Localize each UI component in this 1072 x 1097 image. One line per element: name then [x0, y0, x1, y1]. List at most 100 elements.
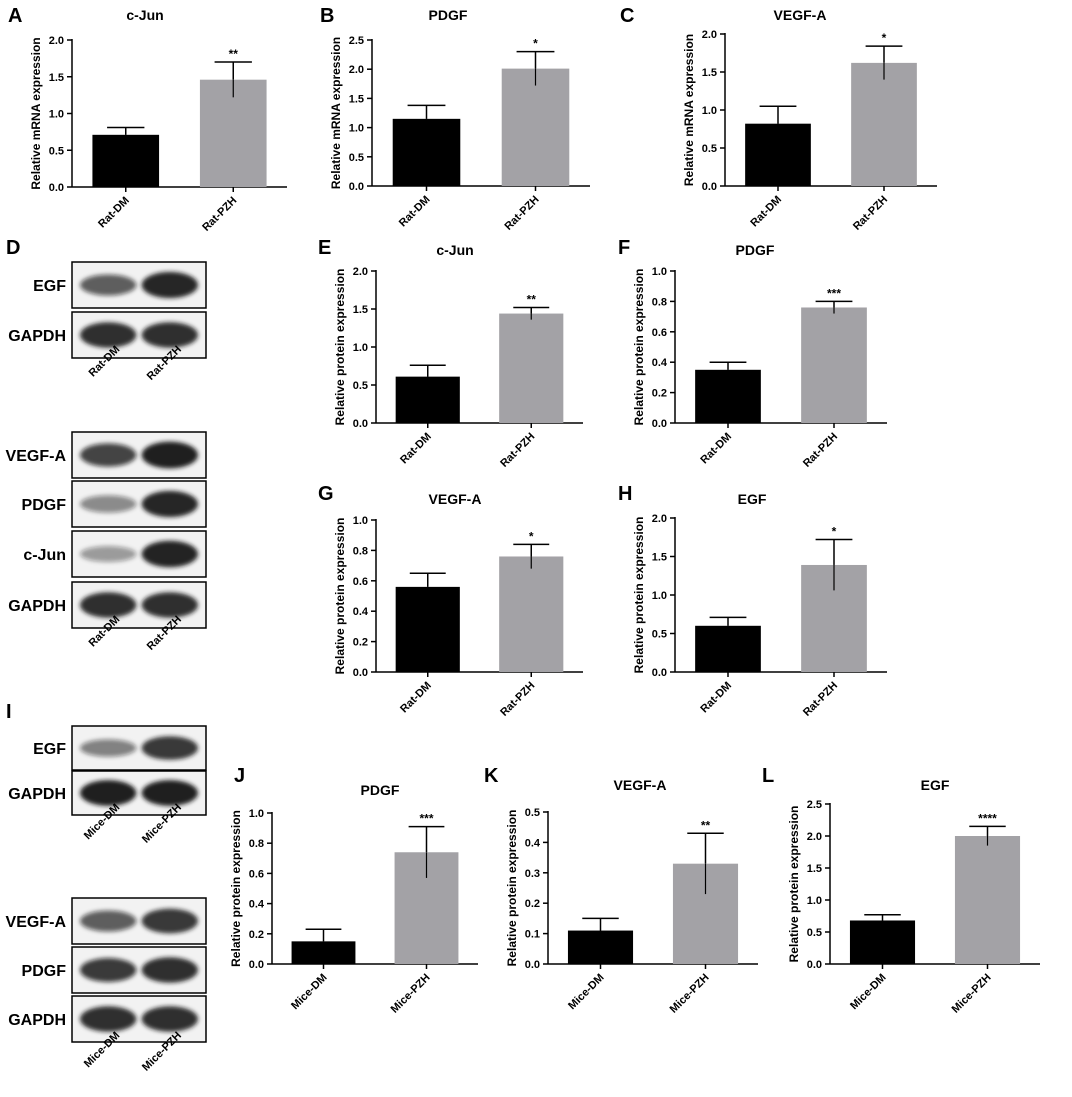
category-label: Rat-DM [698, 680, 734, 716]
bar-chart-b: PDGF Relative mRNA expression 0.0 0.5 1.0 1.5… [329, 7, 590, 233]
blot-band [141, 271, 198, 299]
panel-letter-c: C [620, 5, 634, 27]
bar-dm [695, 369, 761, 423]
panel-letter-f: F [618, 237, 630, 259]
blot-band [141, 1006, 198, 1032]
y-tick-label: 0.8 [249, 838, 264, 850]
significance-label: ** [701, 818, 711, 832]
category-label: Rat-DM [748, 194, 784, 230]
category-label: Mice-DM [566, 972, 606, 1012]
category-label: Rat-PZH [851, 194, 890, 233]
y-tick-label: 0.0 [652, 667, 667, 679]
y-tick-label: 0.6 [249, 868, 264, 880]
panel-letter-e: E [318, 237, 331, 259]
category-label: Rat-PZH [502, 194, 541, 233]
y-tick-label: 0.5 [702, 143, 717, 155]
blot-row-label: GAPDH [8, 1012, 66, 1029]
y-axis-label: Relative protein expression [229, 810, 243, 967]
blot-row-label: PDGF [22, 963, 67, 980]
category-label: Rat-DM [96, 195, 132, 231]
chart-title: PDGF [361, 782, 400, 798]
bar-chart-j: PDGF Relative protein expression 0.0 0.2 0.4… [229, 782, 478, 1016]
blot-band [80, 910, 137, 932]
chart-title: PDGF [736, 242, 775, 258]
bar-chart-h: EGF Relative protein expression 0.0 0.5 1.0 1… [632, 491, 887, 719]
y-tick-label: 1.5 [652, 552, 667, 564]
y-tick-label: 0.4 [249, 899, 265, 911]
blot-row-label: GAPDH [8, 598, 66, 615]
bar-pzh [954, 836, 1021, 964]
significance-label: ** [229, 47, 239, 61]
bar-chart-f: PDGF Relative protein expression 0.0 0.2 0.4… [632, 242, 887, 470]
bar-chart-e: c-Jun Relative protein expression 0.0 0.5 1.… [333, 242, 583, 470]
significance-label: * [882, 31, 887, 45]
y-tick-label: 0.5 [49, 145, 64, 157]
y-tick-label: 0.0 [49, 182, 64, 194]
y-axis-label: Relative protein expression [632, 269, 646, 426]
panel-letter-a: A [8, 5, 22, 27]
y-tick-label: 0.5 [652, 629, 667, 641]
y-tick-label: 0.2 [353, 637, 368, 649]
y-tick-label: 1.0 [652, 266, 667, 278]
y-tick-label: 0.8 [652, 296, 667, 308]
bar-dm [395, 586, 460, 672]
y-tick-label: 2.5 [349, 35, 364, 47]
blot-band [141, 957, 198, 983]
panel-letter-k: K [484, 765, 499, 787]
bar-pzh [199, 79, 267, 187]
y-tick-label: 1.5 [353, 304, 368, 316]
bar-pzh [801, 307, 867, 423]
y-tick-label: 0.6 [353, 576, 368, 588]
blot-band [80, 546, 137, 562]
y-tick-label: 1.0 [349, 123, 364, 135]
chart-title: c-Jun [126, 7, 163, 23]
blot-row-label: c-Jun [23, 547, 66, 564]
y-tick-label: 1.0 [49, 109, 64, 121]
category-label: Rat-DM [698, 431, 734, 467]
significance-label: ** [527, 292, 537, 306]
category-label: Rat-DM [397, 194, 433, 230]
y-tick-label: 2.0 [807, 831, 822, 843]
blot-row-label: GAPDH [8, 328, 66, 345]
category-label: Rat-PZH [498, 431, 537, 470]
y-tick-label: 0.4 [652, 357, 668, 369]
panel-letter-h: H [618, 483, 632, 505]
y-axis-label: Relative protein expression [333, 518, 347, 675]
y-tick-label: 0.5 [353, 380, 368, 392]
bar-pzh [499, 313, 564, 423]
blot-band [141, 736, 198, 760]
y-tick-label: 1.0 [353, 515, 368, 527]
y-tick-label: 0.0 [349, 181, 364, 193]
y-tick-label: 0.5 [349, 152, 364, 164]
y-axis-label: Relative mRNA expression [682, 34, 696, 186]
y-axis-label: Relative protein expression [505, 810, 519, 967]
chart-title: c-Jun [436, 242, 473, 258]
y-tick-label: 1.5 [807, 863, 822, 875]
blot-band [80, 443, 137, 467]
panel-letter-l: L [762, 765, 774, 787]
category-label: Rat-DM [398, 431, 434, 467]
category-label: Mice-PZH [389, 972, 433, 1016]
blot-band [80, 322, 137, 348]
y-tick-label: 0.0 [525, 959, 540, 971]
y-tick-label: 2.0 [652, 513, 667, 525]
y-tick-label: 0.2 [525, 898, 540, 910]
y-tick-label: 0.4 [353, 606, 369, 618]
bar-chart-k: VEGF-A Relative protein expression 0.0 0.1 0… [505, 777, 758, 1016]
y-tick-label: 0.2 [652, 388, 667, 400]
significance-label: * [832, 525, 837, 539]
y-tick-label: 0.6 [652, 327, 667, 339]
y-tick-label: 0.3 [525, 868, 540, 880]
chart-title: EGF [921, 777, 950, 793]
chart-title: PDGF [429, 7, 468, 23]
category-label: Mice-PZH [950, 972, 994, 1016]
blot-band [141, 908, 198, 934]
panel-letter-j: J [234, 765, 245, 787]
bar-chart-a: c-Jun Relative mRNA expression 0.0 0.5 1.0 1.… [29, 7, 287, 234]
panel-letter-b: B [320, 5, 334, 27]
bar-chart-c: VEGF-A Relative mRNA expression 0.0 0.5 1.0 1… [682, 7, 937, 233]
category-label: Rat-PZH [801, 680, 840, 719]
panel-letters: A B C D E F G H I J K L [6, 5, 774, 787]
y-tick-label: 0.5 [807, 927, 822, 939]
